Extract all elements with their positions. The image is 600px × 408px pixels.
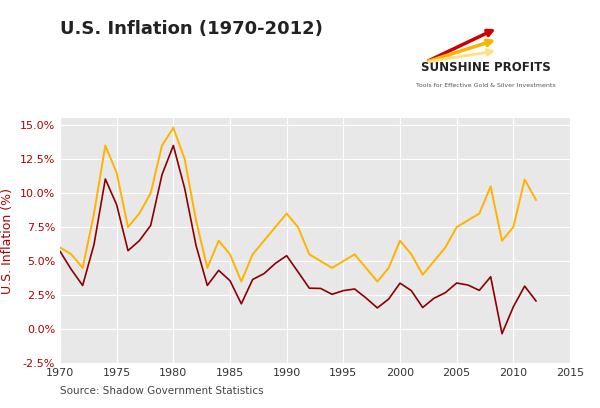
Text: Tools for Effective Gold & Silver Investments: Tools for Effective Gold & Silver Invest… xyxy=(416,83,555,89)
Text: SUNSHINE PROFITS: SUNSHINE PROFITS xyxy=(421,61,550,74)
Y-axis label: U.S. Inflation (%): U.S. Inflation (%) xyxy=(1,188,14,294)
Text: U.S. Inflation (1970-2012): U.S. Inflation (1970-2012) xyxy=(60,20,323,38)
Text: Source: Shadow Government Statistics: Source: Shadow Government Statistics xyxy=(60,386,263,396)
